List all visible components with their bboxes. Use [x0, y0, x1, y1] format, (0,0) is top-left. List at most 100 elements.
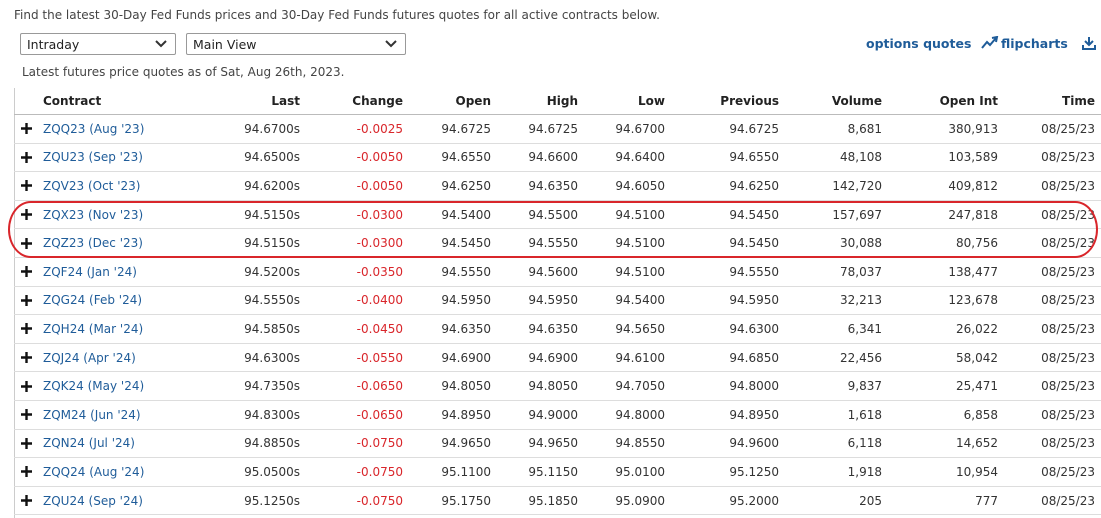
quote-cell: -0.0300 [356, 207, 403, 222]
quote-cell: 94.6550 [441, 150, 491, 165]
quote-cell: 10,954 [956, 464, 998, 479]
quote-cell: 94.6300s [244, 350, 300, 365]
quote-row: ZQV23 (Oct '23) 94.6200s -0.0050 94.6250 94.… [14, 172, 1101, 201]
quote-cell: 95.1150 [528, 464, 578, 479]
contract-link[interactable]: ZQG24 (Feb '24) [43, 293, 143, 308]
expand-icon[interactable] [21, 258, 32, 286]
quote-cell: 94.6725 [528, 121, 578, 136]
expand-icon[interactable] [21, 172, 32, 200]
expand-icon[interactable] [21, 315, 32, 343]
quote-cell: 94.8000 [729, 379, 779, 394]
column-header[interactable]: Volume [831, 94, 882, 108]
quote-cell: 08/25/23 [1041, 464, 1095, 479]
options-quotes-link[interactable]: options quotes [866, 36, 972, 51]
period-select[interactable]: Intraday [20, 33, 176, 55]
quote-cell: 30,088 [840, 236, 882, 251]
quote-cell: 94.6350 [528, 178, 578, 193]
quote-cell: 94.6250 [729, 178, 779, 193]
column-header[interactable]: Low [638, 94, 665, 108]
column-header[interactable]: Change [352, 94, 403, 108]
column-header[interactable]: High [546, 94, 578, 108]
quote-cell: -0.0300 [356, 236, 403, 251]
quote-cell: 205 [859, 493, 882, 508]
column-header[interactable]: Open Int [939, 94, 998, 108]
quote-cell: 94.6300 [729, 321, 779, 336]
quote-cell: 6,341 [847, 321, 882, 336]
quote-cell: 94.5550 [528, 236, 578, 251]
quote-cell: -0.0550 [356, 350, 403, 365]
contract-link[interactable]: ZQU24 (Sep '24) [43, 493, 143, 508]
quote-cell: -0.0025 [356, 121, 403, 136]
quote-row: ZQJ24 (Apr '24) 94.6300s -0.0550 94.6900 94.… [14, 344, 1101, 373]
expand-icon[interactable] [21, 401, 32, 429]
quote-cell: -0.0750 [356, 464, 403, 479]
contract-link[interactable]: ZQJ24 (Apr '24) [43, 350, 136, 365]
quote-cell: -0.0050 [356, 178, 403, 193]
expand-icon[interactable] [21, 430, 32, 458]
quote-cell: 08/25/23 [1041, 379, 1095, 394]
contract-link[interactable]: ZQQ23 (Aug '23) [43, 121, 145, 136]
expand-icon[interactable] [21, 344, 32, 372]
flipcharts-link[interactable]: flipcharts [1001, 36, 1068, 51]
expand-icon[interactable] [21, 487, 32, 515]
quote-cell: 94.6250 [441, 178, 491, 193]
quote-cell: 94.6400 [615, 150, 665, 165]
contract-link[interactable]: ZQZ23 (Dec '23) [43, 236, 143, 251]
contract-link[interactable]: ZQM24 (Jun '24) [43, 407, 141, 422]
quote-cell: 94.6550 [729, 150, 779, 165]
column-header[interactable]: Previous [720, 94, 779, 108]
quote-cell: 94.5100 [615, 236, 665, 251]
quote-cell: 94.6900 [528, 350, 578, 365]
quote-cell: 8,681 [847, 121, 882, 136]
expand-icon[interactable] [21, 458, 32, 486]
quote-cell: 94.6850 [729, 350, 779, 365]
quote-cell: 94.6350 [528, 321, 578, 336]
quote-cell: 08/25/23 [1041, 293, 1095, 308]
quote-row: ZQF24 (Jan '24) 94.5200s -0.0350 94.5550 94.… [14, 258, 1101, 287]
quote-cell: 08/25/23 [1041, 407, 1095, 422]
column-header[interactable]: Last [271, 94, 300, 108]
download-icon[interactable] [1082, 36, 1101, 50]
contract-link[interactable]: ZQF24 (Jan '24) [43, 264, 137, 279]
quote-cell: 94.5500 [528, 207, 578, 222]
expand-icon[interactable] [21, 372, 32, 400]
quote-cell: 08/25/23 [1041, 264, 1095, 279]
quote-cell: 08/25/23 [1041, 321, 1095, 336]
column-header[interactable]: Contract [43, 94, 102, 108]
expand-icon[interactable] [21, 115, 32, 143]
contract-link[interactable]: ZQQ24 (Aug '24) [43, 464, 145, 479]
column-header[interactable]: Time [1062, 94, 1095, 108]
intro-text: Find the latest 30-Day Fed Funds prices … [14, 8, 660, 22]
quote-row: ZQG24 (Feb '24) 94.5550s -0.0400 94.5950 94.… [14, 287, 1101, 316]
as-of-text: Latest futures price quotes as of Sat, A… [22, 65, 345, 79]
quote-cell: 25,471 [956, 379, 998, 394]
quote-cell: 95.1750 [441, 493, 491, 508]
view-value: Main View [193, 37, 257, 52]
contract-link[interactable]: ZQK24 (May '24) [43, 379, 145, 394]
quote-cell: 409,812 [948, 178, 998, 193]
quote-cell: 94.8950 [441, 407, 491, 422]
quote-cell: 94.5100 [615, 207, 665, 222]
contract-link[interactable]: ZQV23 (Oct '23) [43, 178, 141, 193]
quote-cell: 94.6600 [528, 150, 578, 165]
quote-cell: 123,678 [948, 293, 998, 308]
contract-link[interactable]: ZQX23 (Nov '23) [43, 207, 144, 222]
quote-cell: 95.1100 [441, 464, 491, 479]
expand-icon[interactable] [21, 287, 32, 315]
dropdown-arrow [155, 40, 167, 48]
contract-link[interactable]: ZQH24 (Mar '24) [43, 321, 144, 336]
quote-cell: 94.8050 [441, 379, 491, 394]
quote-cell: 94.6725 [441, 121, 491, 136]
contract-link[interactable]: ZQU23 (Sep '23) [43, 150, 143, 165]
quote-cell: 94.6050 [615, 178, 665, 193]
quote-cell: 247,818 [948, 207, 998, 222]
view-select[interactable]: Main View [186, 33, 406, 55]
quote-cell: 94.8850s [244, 436, 300, 451]
contract-link[interactable]: ZQN24 (Jul '24) [43, 436, 135, 451]
expand-icon[interactable] [21, 144, 32, 172]
quote-cell: 94.5850s [244, 321, 300, 336]
column-header[interactable]: Open [455, 94, 491, 108]
quote-cell: 48,108 [840, 150, 882, 165]
quote-cell: 78,037 [840, 264, 882, 279]
quote-cell: 95.1250s [244, 493, 300, 508]
